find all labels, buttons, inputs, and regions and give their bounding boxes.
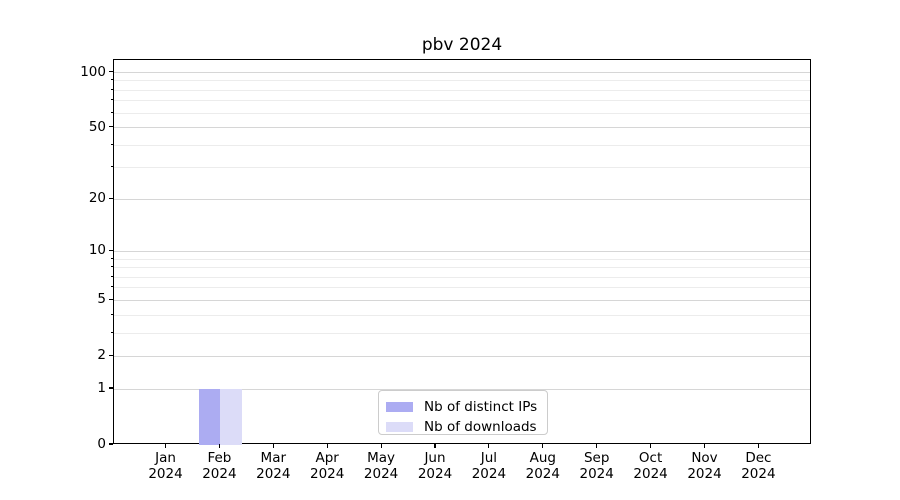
y-axis-tick xyxy=(109,70,113,73)
y-minor-gridline xyxy=(114,112,810,114)
bar-nb-of-distinct-ips xyxy=(198,389,221,445)
y-major-gridline xyxy=(114,299,810,301)
y-major-gridline xyxy=(114,127,810,129)
y-axis-tick-label: 1 xyxy=(97,380,106,397)
y-minor-gridline xyxy=(114,80,810,82)
y-minor-gridline xyxy=(114,276,810,278)
y-minor-gridline xyxy=(114,287,810,289)
legend-item-distinct-ips: Nb of distinct IPs xyxy=(386,397,547,417)
x-axis-tick-label: Dec 2024 xyxy=(741,450,776,482)
y-minor-gridline xyxy=(114,267,810,269)
y-minor-gridline xyxy=(114,167,810,169)
y-axis-minor-tick xyxy=(110,313,113,315)
y-minor-gridline xyxy=(114,314,810,316)
x-axis-tick xyxy=(434,444,436,448)
x-axis-tick xyxy=(380,444,382,448)
y-axis-tick xyxy=(109,197,113,199)
x-axis-tick-label: Nov 2024 xyxy=(687,450,722,482)
y-axis-tick xyxy=(109,443,113,445)
y-minor-gridline xyxy=(114,144,810,146)
x-axis-tick-label: Sep 2024 xyxy=(579,450,614,482)
y-axis-tick-label: 5 xyxy=(97,291,106,308)
y-axis-tick xyxy=(109,354,113,356)
y-axis-minor-tick xyxy=(110,143,113,145)
x-axis-tick xyxy=(488,444,490,448)
legend-swatch-distinct-ips xyxy=(386,402,413,412)
legend-label-downloads: Nb of downloads xyxy=(424,419,537,435)
x-axis-tick xyxy=(326,444,328,448)
x-axis-tick xyxy=(272,444,274,448)
y-major-gridline xyxy=(114,72,810,74)
y-minor-gridline xyxy=(114,258,810,260)
x-axis-tick xyxy=(164,444,167,448)
x-axis-tick-label: Mar 2024 xyxy=(256,450,291,482)
y-axis-minor-tick xyxy=(110,275,113,277)
y-axis-tick-label: 0 xyxy=(97,436,106,452)
y-axis-tick-label: 100 xyxy=(80,63,106,80)
x-axis-tick-label: Jun 2024 xyxy=(417,450,453,482)
y-axis-minor-tick xyxy=(110,79,113,81)
y-axis-tick xyxy=(109,249,113,252)
x-axis-tick-label: Apr 2024 xyxy=(310,450,345,482)
y-axis-minor-tick xyxy=(110,111,113,113)
x-axis-tick xyxy=(596,444,598,448)
y-minor-gridline xyxy=(114,89,810,91)
x-axis-tick xyxy=(218,444,220,448)
legend-swatch-downloads xyxy=(386,422,413,432)
plot-area xyxy=(113,59,811,445)
legend: Nb of distinct IPs Nb of downloads xyxy=(378,390,548,435)
y-major-gridline xyxy=(114,198,810,200)
y-major-gridline xyxy=(114,355,810,357)
x-axis-tick xyxy=(757,444,759,448)
y-axis-tick xyxy=(109,298,113,300)
y-minor-gridline xyxy=(114,100,810,102)
x-axis-tick-label: May 2024 xyxy=(363,450,399,482)
y-minor-gridline xyxy=(114,332,810,334)
legend-item-downloads: Nb of downloads xyxy=(386,417,547,437)
bar-nb-of-downloads xyxy=(220,389,242,445)
y-axis-minor-tick xyxy=(110,331,113,333)
y-axis-minor-tick xyxy=(110,266,113,268)
y-axis-minor-tick xyxy=(110,88,113,90)
y-major-gridline xyxy=(114,250,810,252)
y-axis-tick-label: 20 xyxy=(88,190,106,207)
y-axis-minor-tick xyxy=(110,257,113,259)
y-axis-tick-label: 10 xyxy=(88,242,106,259)
x-axis-tick xyxy=(703,444,706,448)
y-major-gridline xyxy=(114,388,810,390)
y-axis-minor-tick xyxy=(110,286,113,288)
y-axis-minor-tick xyxy=(110,99,113,101)
x-axis-tick-label: Jan 2024 xyxy=(148,450,183,482)
x-axis-tick-label: Oct 2024 xyxy=(633,450,668,482)
y-axis-tick xyxy=(109,126,113,128)
y-axis-minor-tick xyxy=(110,166,113,168)
legend-label-distinct-ips: Nb of distinct IPs xyxy=(424,399,538,415)
x-axis-tick-label: Jul 2024 xyxy=(471,450,507,482)
y-axis-tick xyxy=(109,387,113,389)
x-axis-tick xyxy=(650,444,652,448)
x-axis-tick-label: Feb 2024 xyxy=(202,450,237,482)
chart-title: pbv 2024 xyxy=(421,35,503,55)
y-axis-tick-label: 50 xyxy=(88,118,106,135)
y-axis-tick-label: 2 xyxy=(97,347,106,364)
x-axis-tick xyxy=(542,444,544,448)
x-axis-tick-label: Aug 2024 xyxy=(525,450,560,482)
